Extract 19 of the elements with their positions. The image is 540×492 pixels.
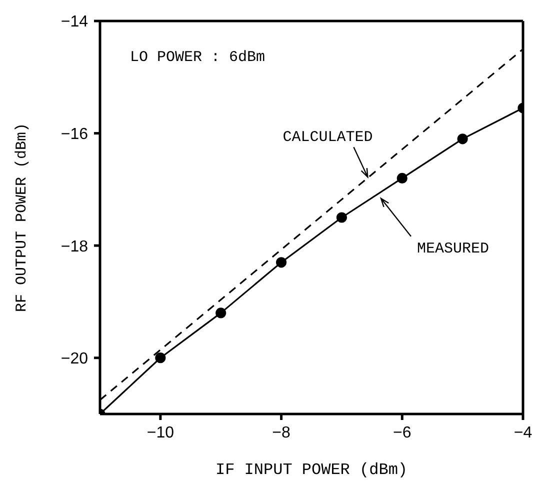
point bbox=[155, 352, 166, 364]
y-tick-label: −14 bbox=[60, 14, 88, 31]
point bbox=[336, 212, 348, 223]
x-tick-label: −8 bbox=[272, 424, 291, 442]
annotation: MEASURED bbox=[416, 240, 489, 258]
annotation: CALCULATED bbox=[282, 129, 373, 146]
x-axis-title: IF INPUT POWER (dBm) bbox=[215, 461, 408, 479]
point bbox=[457, 134, 468, 144]
x-tick-label: −6 bbox=[393, 424, 412, 442]
y-tick-label: −16 bbox=[60, 126, 88, 143]
annotation: LO POWER : 6dBm bbox=[130, 49, 266, 66]
x-tick-label: −4 bbox=[514, 424, 532, 442]
point bbox=[276, 257, 287, 268]
y-axis-title: RF OUTPUT POWER (dBm) bbox=[13, 122, 30, 312]
point bbox=[396, 172, 408, 184]
y-tick-label: −18 bbox=[60, 238, 88, 256]
x-tick-label: −10 bbox=[146, 424, 174, 442]
point bbox=[216, 308, 226, 318]
y-tick-label: −20 bbox=[60, 350, 88, 368]
